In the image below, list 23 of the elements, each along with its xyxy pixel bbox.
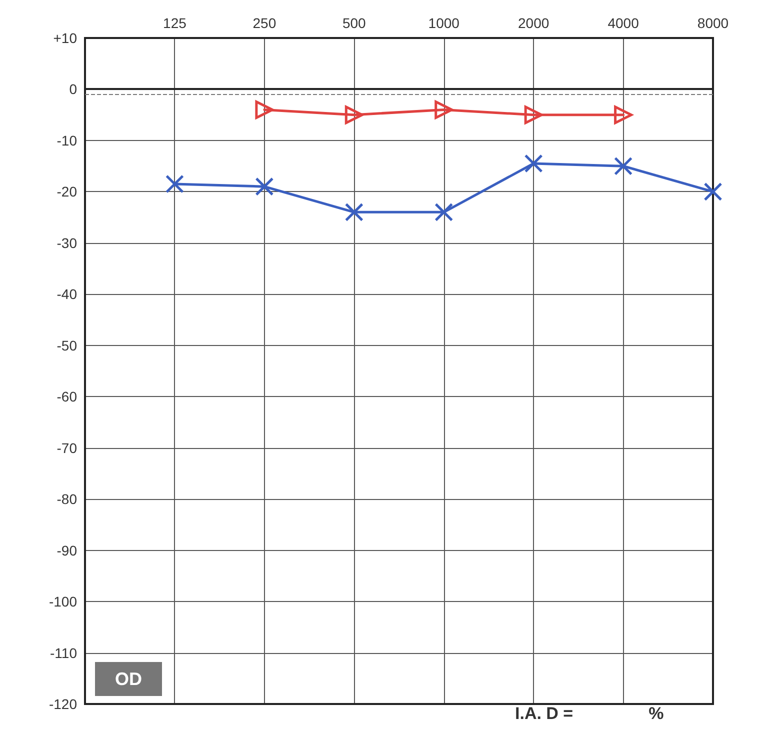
y-tick-label: -90	[56, 542, 78, 558]
y-tick-label: -30	[56, 234, 78, 251]
y-tick-label: -20	[56, 184, 78, 200]
y-tick-label: -50	[56, 337, 78, 354]
y-tick-label: -100	[48, 594, 78, 610]
y-tick-label: -10	[56, 132, 78, 148]
x-tick-label: 1000	[428, 15, 460, 31]
y-tick-label: -60	[56, 388, 78, 405]
annotation: OD	[115, 669, 142, 689]
y-tick-label: +10	[53, 30, 78, 46]
x-tick-label: 8000	[697, 15, 729, 31]
y-tick-label: -40	[56, 286, 78, 302]
y-tick-label: 0	[69, 81, 78, 98]
y-tick-label: -70	[56, 440, 78, 456]
x-tick-label: 250	[252, 15, 276, 31]
x-tick-label: 4000	[608, 15, 640, 31]
x-tick-label: 125	[163, 15, 187, 31]
y-tick-label: -80	[56, 491, 78, 508]
x-tick-label: 500	[342, 15, 366, 31]
x-tick-label: 2000	[518, 15, 550, 31]
y-tick-label: -110	[50, 644, 78, 661]
y-tick-label: -120	[48, 696, 78, 712]
annotation: I.A. D = %	[515, 704, 664, 723]
